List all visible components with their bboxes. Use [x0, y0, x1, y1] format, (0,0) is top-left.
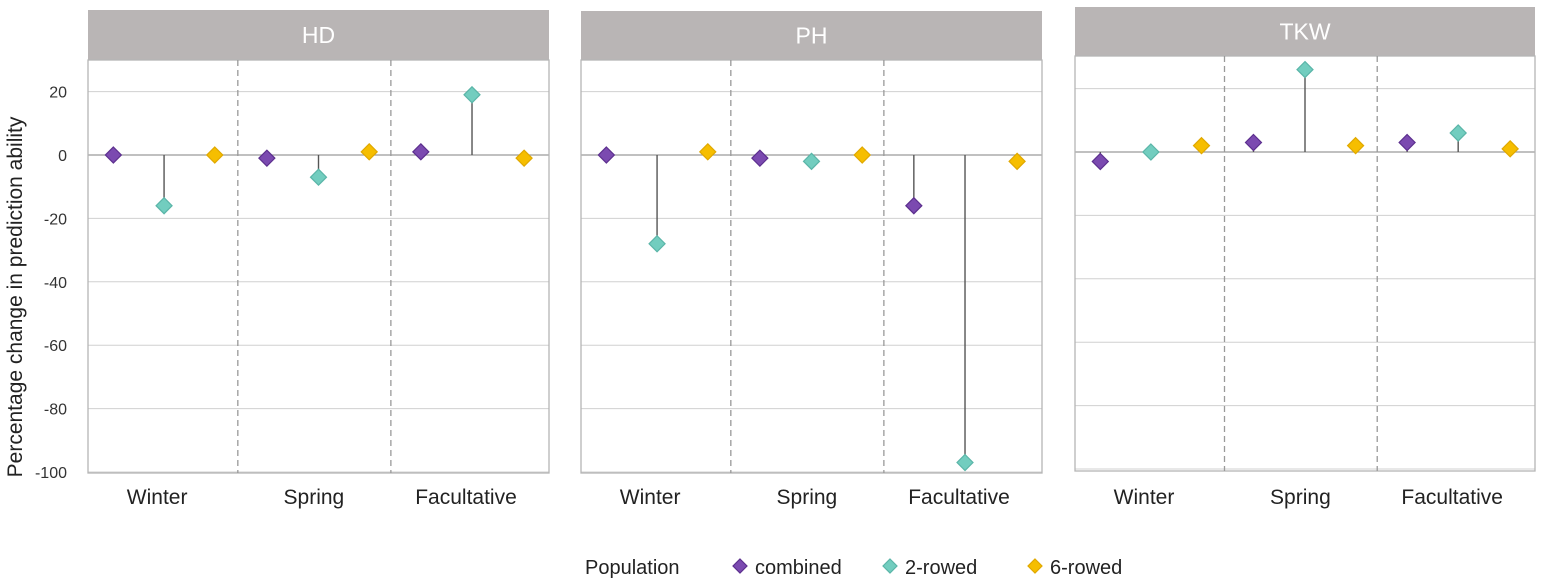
point-ph-facultative-6-rowed [1008, 152, 1026, 171]
category-label-facultative: Facultative [415, 486, 517, 509]
category-label-spring: Spring [777, 486, 838, 509]
category-label-facultative: Facultative [1401, 486, 1503, 509]
legend-label-combined: combined [755, 557, 842, 579]
point-tkw-facultative-6-rowed [1501, 139, 1520, 158]
point-hd-facultative-6-rowed [515, 149, 533, 168]
point-ph-facultative-combined [904, 196, 923, 215]
y-tick-label: -100 [35, 465, 67, 482]
point-hd-spring-6-rowed [360, 142, 379, 161]
point-hd-spring-2-rowed [309, 168, 328, 187]
point-ph-winter-6-rowed [698, 142, 717, 161]
point-tkw-facultative-combined [1398, 133, 1416, 152]
point-hd-spring-combined [258, 149, 276, 168]
y-tick-label: -80 [44, 402, 67, 419]
panel-title-hd: HD [302, 22, 335, 48]
category-label-winter: Winter [620, 486, 681, 509]
point-ph-spring-combined [751, 149, 769, 168]
legend-marker-6-rowed [1027, 558, 1043, 574]
y-tick-label: -40 [44, 275, 67, 292]
point-ph-winter-2-rowed [648, 234, 666, 253]
panel-strip-hd [88, 10, 549, 60]
point-hd-winter-combined [104, 146, 123, 164]
legend-marker-2-rowed [882, 558, 898, 574]
point-hd-winter-2-rowed [155, 196, 173, 215]
category-label-winter: Winter [127, 486, 188, 509]
category-label-spring: Spring [1270, 486, 1331, 509]
panel-strip-tkw [1075, 7, 1535, 56]
y-tick-label: 0 [58, 148, 67, 165]
panel-frame-hd [87, 59, 550, 474]
y-tick-label: -20 [44, 211, 67, 228]
category-label-spring: Spring [284, 486, 345, 509]
point-ph-spring-2-rowed [802, 152, 821, 171]
panel-title-ph: PH [796, 23, 828, 49]
legend-label-2-rowed: 2-rowed [905, 557, 977, 579]
panel-title-tkw: TKW [1279, 19, 1330, 45]
point-ph-spring-6-rowed [853, 146, 872, 164]
legend-label-6-rowed: 6-rowed [1050, 557, 1122, 579]
panel-frame-tkw [1074, 55, 1536, 472]
point-tkw-spring-combined [1244, 133, 1263, 152]
point-hd-facultative-2-rowed [463, 85, 481, 104]
point-tkw-winter-6-rowed [1192, 136, 1211, 155]
point-tkw-winter-combined [1091, 152, 1110, 171]
y-tick-label: 20 [49, 85, 67, 102]
category-label-winter: Winter [1114, 486, 1175, 509]
panel-strip-ph [581, 11, 1042, 60]
y-axis-title: Percentage change in prediction ability [4, 116, 27, 477]
point-tkw-winter-2-rowed [1142, 143, 1160, 161]
legend-title: Population [585, 557, 680, 579]
point-tkw-spring-2-rowed [1296, 60, 1314, 79]
point-ph-winter-combined [597, 146, 616, 164]
point-hd-facultative-combined [411, 142, 430, 161]
point-hd-winter-6-rowed [205, 146, 224, 164]
category-label-facultative: Facultative [908, 486, 1010, 509]
point-tkw-facultative-2-rowed [1449, 124, 1468, 142]
y-tick-label: -60 [44, 338, 67, 355]
point-tkw-spring-6-rowed [1346, 136, 1365, 155]
legend-marker-combined [732, 558, 748, 574]
point-ph-facultative-2-rowed [956, 453, 974, 472]
panel-frame-ph [580, 59, 1043, 474]
